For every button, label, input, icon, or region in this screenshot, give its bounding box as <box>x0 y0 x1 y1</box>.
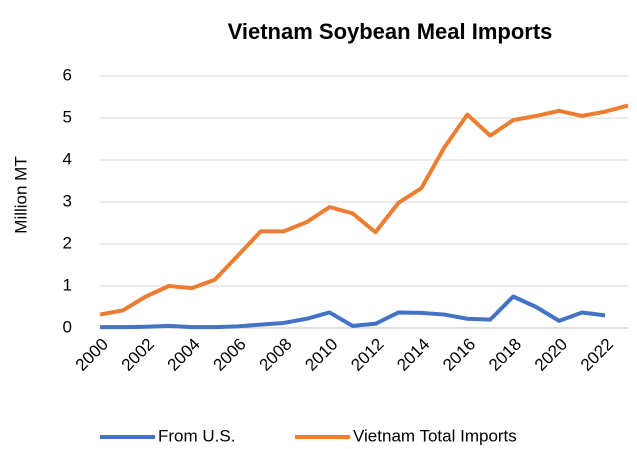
chart-title: Vietnam Soybean Meal Imports <box>228 19 553 44</box>
legend-label: From U.S. <box>158 426 235 445</box>
y-tick-label: 0 <box>63 317 72 336</box>
y-tick-label: 5 <box>63 107 72 126</box>
y-tick-label: 4 <box>63 149 72 168</box>
legend-label: Vietnam Total Imports <box>353 426 517 445</box>
x-tick-label: 2020 <box>531 335 571 375</box>
x-tick-label: 2018 <box>485 335 525 375</box>
series-line <box>100 294 606 330</box>
series-line <box>99 103 629 317</box>
x-tick-label: 2010 <box>301 335 341 375</box>
x-tick-label: 2014 <box>393 335 433 375</box>
y-axis-label: Million MT <box>11 156 30 233</box>
x-tick-label: 2012 <box>347 335 387 375</box>
x-tick-label: 2008 <box>255 335 295 375</box>
x-tick-label: 2004 <box>164 335 204 375</box>
x-tick-label: 2006 <box>210 335 250 375</box>
x-tick-label: 2016 <box>439 335 479 375</box>
x-tick-label: 2000 <box>72 335 112 375</box>
y-tick-label: 6 <box>63 65 72 84</box>
y-tick-label: 3 <box>63 191 72 210</box>
x-tick-label: 2002 <box>118 335 158 375</box>
y-tick-label: 1 <box>63 275 72 294</box>
x-tick-label: 2022 <box>577 335 617 375</box>
y-tick-label: 2 <box>63 233 72 252</box>
